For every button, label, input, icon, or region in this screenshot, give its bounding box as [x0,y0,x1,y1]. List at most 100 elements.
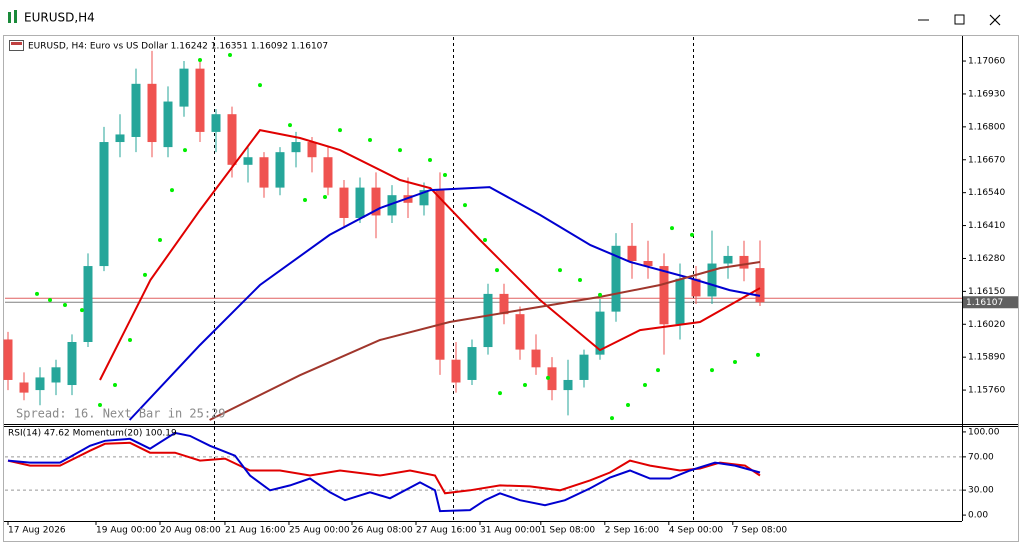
candle-body [195,68,205,132]
sar-dot [643,383,647,388]
candle-body [755,268,765,303]
moving-average [209,261,761,421]
sar-dot [113,383,117,388]
maximize-button[interactable] [954,14,965,25]
window-title: EURUSD,H4 [24,11,95,25]
candle-body [115,134,125,143]
sar-dot [733,359,737,364]
sar-dot [546,375,550,380]
candle-body [595,311,605,355]
candle-body [675,278,685,325]
sar-dot [48,297,52,302]
sar-dot [228,52,232,57]
candle-body [659,266,669,325]
candle-body [515,314,525,350]
sar-dot [183,148,187,153]
candle-body [259,157,269,188]
candle-body [467,347,477,380]
candle-body [387,195,397,216]
y-tick-label: 70.00 [968,452,994,462]
sar-dot [303,198,307,203]
candle-body [99,142,109,267]
candle-body [179,68,189,107]
candle-body [275,152,285,188]
candle-body [355,187,365,218]
candle-body [499,293,509,315]
symbol-icon [9,40,24,51]
candle-body [3,339,13,380]
candle-body [723,255,733,264]
x-tick-label: 2 Sep 16:00 [605,526,660,536]
candle-body [211,114,221,132]
sar-dot [498,391,502,396]
x-tick-label: 20 Aug 08:00 [160,526,221,536]
sar-dot [443,172,447,177]
candle-body [371,187,381,216]
x-tick-label: 21 Aug 16:00 [225,526,286,536]
sar-dot [756,352,760,357]
x-tick-label: 7 Sep 08:00 [733,526,788,536]
indicator-line [7,431,761,513]
candle-body [451,359,461,383]
sar-dot [143,272,147,277]
candle-body [691,278,701,297]
chart-frame [3,35,1019,542]
sar-dot [428,158,432,163]
candle-body [563,379,573,391]
close-button[interactable] [989,14,1001,26]
y-tick-label: 1.16930 [968,89,1005,99]
sar-dot [495,268,499,273]
candle-body [643,260,653,267]
sar-dot [578,277,582,282]
sar-dot [398,148,402,153]
candle-body [435,190,445,360]
indicator-info: RSI(14) 47.62 Momentum(20) 100.19 [8,429,177,439]
candle-body [307,142,317,158]
candle-body [627,245,637,261]
moving-average [99,128,761,381]
x-tick-label: 31 Aug 00:00 [480,526,541,536]
x-tick-label: 25 Aug 00:00 [289,526,350,536]
y-tick-label: 100.00 [968,427,1000,437]
y-tick-label: 1.16020 [968,320,1005,330]
candle-body [51,367,61,383]
candle-body [19,382,29,393]
y-tick-label: 1.15760 [968,386,1005,396]
candle-body [147,83,157,143]
bid-label: 1.16107 [966,298,1003,308]
x-tick-label: 27 Aug 16:00 [416,526,477,536]
sar-dot [80,308,84,313]
sar-dot [98,403,102,408]
sar-dot [656,368,660,373]
candle-body [227,114,237,165]
x-tick-label: 1 Sep 08:00 [541,526,596,536]
candle-body [83,266,93,342]
x-tick-label: 4 Sep 00:00 [669,526,724,536]
sar-dot [158,237,162,242]
candle-body [131,83,141,137]
sar-dot [198,58,202,63]
status-text: Spread: 16. Next Bar in 25:29 [16,407,226,421]
sar-dot [523,383,527,388]
candle-body [531,349,541,368]
sar-dot [598,292,602,297]
candle-body [323,157,333,188]
app-icon [8,10,17,23]
candle-body [291,142,301,153]
sar-dot [483,237,487,242]
sar-dot [128,337,132,342]
chart-info: EURUSD, H4: Euro vs US Dollar 1.16242 1.… [28,42,328,52]
sar-dot [610,416,614,421]
sar-dot [368,138,372,143]
y-tick-label: 1.16280 [968,254,1005,264]
sar-dot [338,128,342,133]
candle-body [547,367,557,391]
sar-dot [323,194,327,199]
candle-body [339,187,349,218]
candle-body [579,354,589,380]
indicator-line [7,441,761,495]
sar-dot [170,188,174,193]
y-tick-label: 1.16670 [968,155,1005,165]
